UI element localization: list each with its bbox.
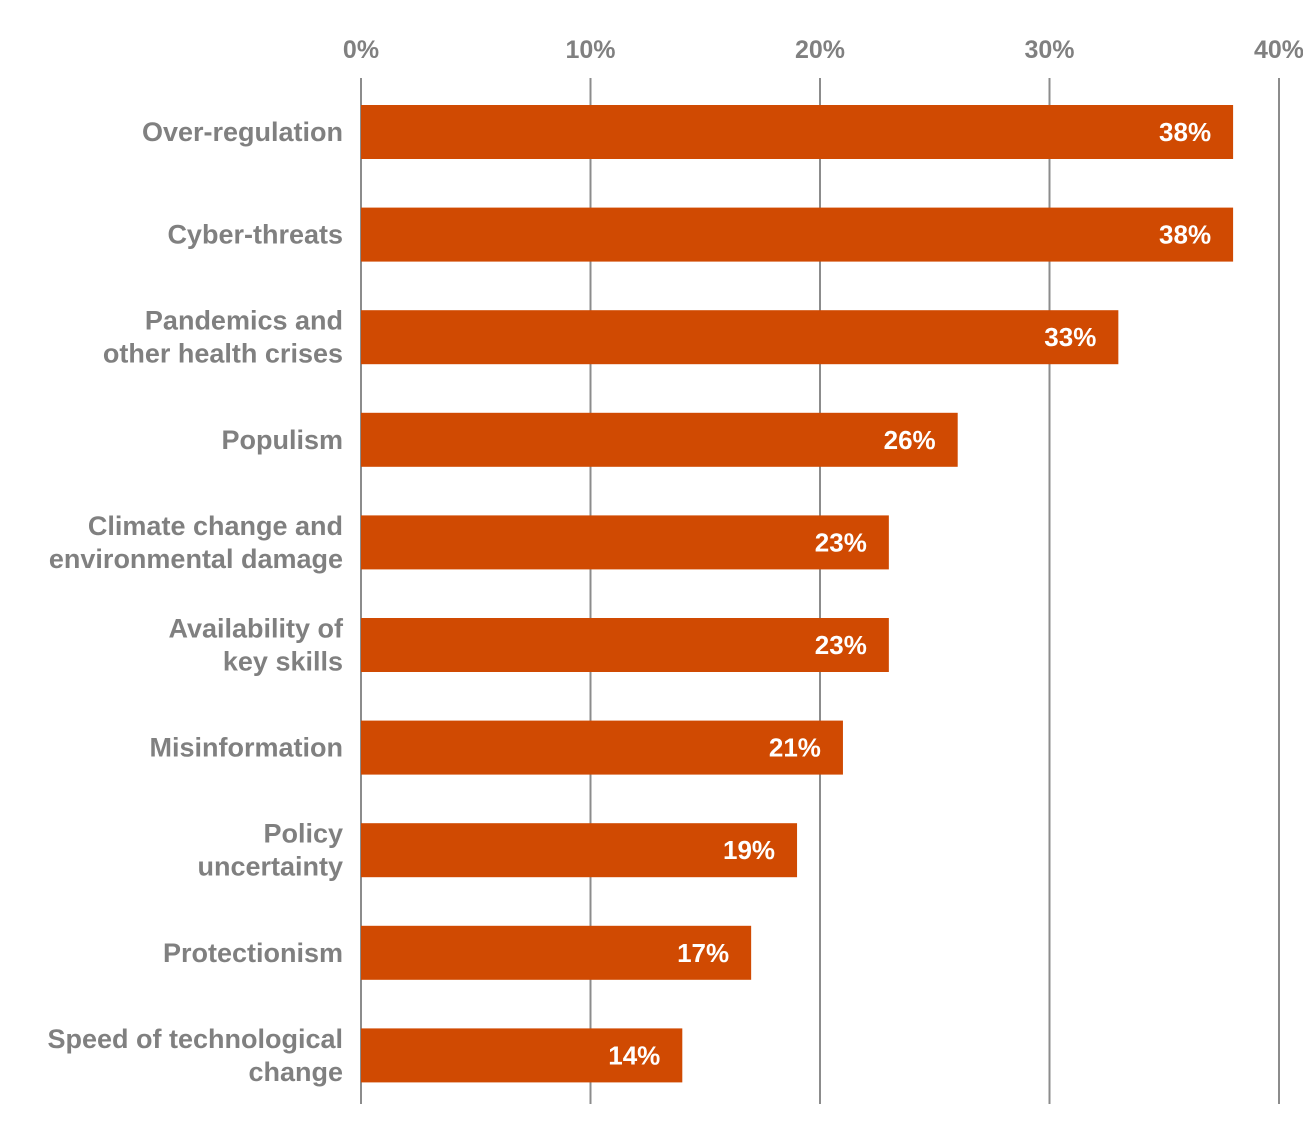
category-label-line: change: [248, 1057, 343, 1087]
bar-value-label: 14%: [608, 1040, 660, 1070]
bar: [361, 823, 798, 878]
category-label-line: Pandemics and: [145, 306, 343, 336]
bar: [361, 1028, 683, 1083]
x-tick-label: 40%: [1254, 36, 1303, 64]
bar-value-label: 38%: [1159, 220, 1211, 250]
category-label: Cyber-threats: [167, 220, 343, 250]
category-label-line: Protectionism: [163, 938, 343, 968]
category-label-line: Policy: [263, 819, 343, 849]
category-label: Misinformation: [150, 733, 344, 763]
category-label-line: Cyber-threats: [167, 220, 343, 250]
bar-value-label: 23%: [815, 527, 867, 557]
bar: [361, 925, 752, 980]
category-label-line: key skills: [223, 647, 343, 677]
category-label-line: Availability of: [168, 614, 344, 644]
category-label: Over-regulation: [142, 117, 343, 147]
category-label-line: Populism: [221, 425, 343, 455]
bar: [361, 515, 889, 570]
category-label-line: Speed of technological: [47, 1024, 343, 1054]
x-axis-ticks: 0% 10% 20% 30% 40%: [343, 36, 1303, 64]
bar-value-label: 19%: [723, 835, 775, 865]
category-labels: Over-regulation Cyber-threats Pandemics an…: [47, 117, 344, 1087]
x-tick-label: 0%: [343, 36, 379, 64]
category-label: Availability of key skills: [168, 614, 344, 677]
bar-value-label: 33%: [1044, 322, 1096, 352]
value-labels: 38% 38% 33% 26% 23% 23% 21% 19% 17% 14%: [608, 117, 1211, 1070]
x-tick-label: 20%: [795, 36, 845, 64]
category-label: Pandemics and other health crises: [103, 306, 343, 369]
category-label-line: Climate change and: [88, 511, 343, 541]
bar-value-label: 26%: [884, 425, 936, 455]
x-tick-label: 10%: [565, 36, 615, 64]
bar: [361, 105, 1234, 159]
bar: [361, 412, 958, 467]
category-label-line: environmental damage: [49, 544, 343, 574]
category-label: Speed of technological change: [47, 1024, 343, 1087]
bar: [361, 310, 1119, 365]
category-label: Climate change and environmental damage: [49, 511, 343, 574]
bar: [361, 207, 1234, 262]
bar-value-label: 23%: [815, 630, 867, 660]
category-label: Policy uncertainty: [197, 819, 343, 882]
category-label: Protectionism: [163, 938, 343, 968]
bar: [361, 618, 889, 672]
bar-value-label: 38%: [1159, 117, 1211, 147]
bar: [361, 720, 843, 775]
category-label-line: other health crises: [103, 339, 343, 369]
x-tick-label: 30%: [1024, 36, 1074, 64]
bars: [361, 105, 1234, 1083]
bar-value-label: 21%: [769, 733, 821, 763]
category-label-line: uncertainty: [197, 852, 343, 882]
bar-value-label: 17%: [677, 938, 729, 968]
category-label-line: Over-regulation: [142, 117, 343, 147]
category-label-line: Misinformation: [150, 733, 344, 763]
category-label: Populism: [221, 425, 343, 455]
